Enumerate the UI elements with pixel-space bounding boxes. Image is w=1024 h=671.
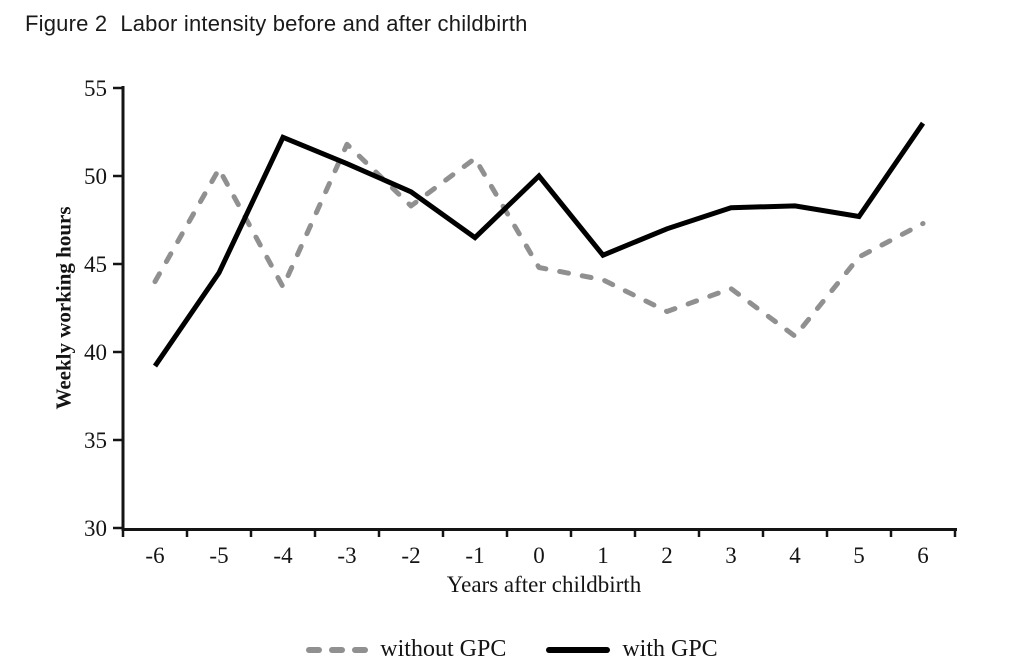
svg-text:6: 6 — [917, 543, 929, 568]
dashed-line-swatch-icon — [306, 646, 369, 653]
svg-text:0: 0 — [533, 543, 545, 568]
svg-text:4: 4 — [789, 543, 801, 568]
figure-caption: Labor intensity before and after childbi… — [120, 11, 528, 36]
svg-text:-1: -1 — [465, 543, 484, 568]
svg-text:1: 1 — [597, 543, 609, 568]
legend-item-with-gpc: with GPC — [546, 636, 718, 663]
svg-text:3: 3 — [725, 543, 737, 568]
figure-title: Figure 2 Labor intensity before and after… — [25, 11, 528, 37]
svg-text:-6: -6 — [145, 543, 164, 568]
legend: without GPC with GPC — [0, 636, 1024, 663]
legend-label-with-gpc: with GPC — [622, 636, 718, 662]
svg-text:40: 40 — [84, 340, 107, 365]
svg-text:2: 2 — [661, 543, 673, 568]
svg-text:-2: -2 — [401, 543, 420, 568]
solid-line-swatch-icon — [546, 646, 611, 653]
svg-text:50: 50 — [84, 164, 107, 189]
legend-item-without-gpc: without GPC — [306, 636, 506, 663]
figure-number: Figure 2 — [25, 11, 108, 36]
svg-text:5: 5 — [853, 543, 865, 568]
svg-text:-3: -3 — [337, 543, 356, 568]
y-axis-title: Weekly working hours — [51, 206, 76, 410]
svg-text:55: 55 — [84, 76, 107, 101]
svg-text:-5: -5 — [209, 543, 228, 568]
svg-text:-4: -4 — [273, 543, 293, 568]
x-axis-title: Years after childbirth — [446, 572, 642, 597]
svg-text:30: 30 — [84, 516, 107, 541]
svg-text:45: 45 — [84, 252, 107, 277]
svg-text:35: 35 — [84, 428, 107, 453]
legend-label-without-gpc: without GPC — [380, 636, 507, 662]
